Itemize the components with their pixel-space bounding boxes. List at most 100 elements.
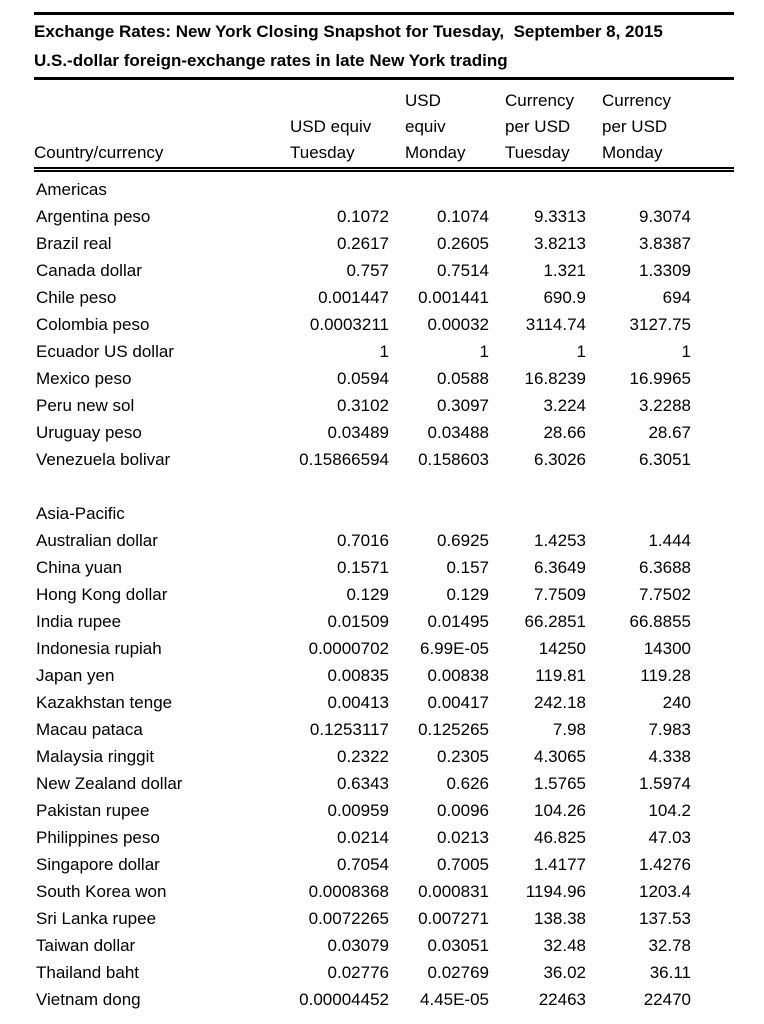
rate-cell-per-usd-tuesday: 14250 [538,639,586,658]
rate-cell-usd-equiv-tuesday: 0.2617 [337,234,389,253]
table-row: Kazakhstan tenge 0.00413 0.00417 242.18 240 [34,689,734,716]
currency-name-cell: Philippines peso [36,828,160,847]
rate-cell-per-usd-monday: 3.8387 [639,234,691,253]
table-row: Thailand baht 0.02776 0.02769 36.02 36.11 [34,959,734,986]
table-row: Venezuela bolivar 0.15866594 0.158603 6.302… [34,446,734,473]
section-row: Americas [34,170,734,204]
currency-name-cell: Sri Lanka rupee [36,909,157,928]
rate-cell-per-usd-tuesday: 28.66 [543,423,586,442]
rate-cell-per-usd-tuesday: 7.98 [552,720,586,739]
rate-cell-per-usd-monday: 28.67 [648,423,691,442]
rate-cell-per-usd-monday: 1.4276 [639,855,691,874]
rate-cell-usd-equiv-monday: 0.0588 [437,369,489,388]
rate-cell-per-usd-tuesday: 7.7509 [534,585,586,604]
column-header-line: Monday [405,143,466,162]
rate-cell-usd-equiv-monday: 6.99E-05 [420,639,489,658]
currency-name-cell: Singapore dollar [36,855,160,874]
rate-cell-usd-equiv-monday: 0.00417 [427,693,489,712]
rate-cell-usd-equiv-tuesday: 0.0003211 [309,315,389,334]
rate-cell-per-usd-tuesday: 242.18 [534,693,586,712]
table-row: South Korea won 0.0008368 0.000831 1194.96 1… [34,878,734,905]
rate-cell-usd-equiv-tuesday: 0.15866594 [299,450,389,469]
page-title: Exchange Rates: New York Closing Snapsho… [34,22,663,41]
rate-cell-per-usd-tuesday: 16.8239 [524,369,586,388]
rate-cell-usd-equiv-tuesday: 0.001447 [318,288,389,307]
rate-cell-per-usd-monday: 66.8855 [629,612,691,631]
currency-name-cell: Hong Kong dollar [36,585,168,604]
rate-cell-per-usd-tuesday: 6.3649 [534,558,586,577]
rate-cell-usd-equiv-monday: 0.1074 [437,207,489,226]
table-header-row: Country/currency USD equiv Tuesday USD equiv… [34,80,734,172]
rate-cell-per-usd-tuesday: 3.8213 [534,234,586,253]
currency-name-cell: Kazakhstan tenge [36,693,173,712]
rate-cell-per-usd-tuesday: 1.4253 [534,531,586,550]
rate-cell-per-usd-monday: 36.11 [649,963,691,982]
table-row: Ecuador US dollar 1 1 1 1 [34,338,734,365]
rate-cell-per-usd-monday: 1203.4 [639,882,691,901]
table-row: Singapore dollar 0.7054 0.7005 1.4177 1.4276 [34,851,734,878]
currency-name-cell: Malaysia ringgit [36,747,155,766]
rate-cell-per-usd-tuesday: 4.3065 [534,747,586,766]
rate-cell-per-usd-tuesday: 9.3313 [534,207,586,226]
currency-name-cell: Ecuador US dollar [36,342,174,361]
rate-cell-per-usd-monday: 7.7502 [639,585,691,604]
rate-cell-per-usd-tuesday: 66.2851 [524,612,586,631]
rate-cell-per-usd-tuesday: 6.3026 [534,450,586,469]
column-header-line: Tuesday [505,143,570,162]
rate-cell-per-usd-monday: 9.3074 [639,207,691,226]
currency-name-cell: Brazil real [36,234,112,253]
rate-cell-usd-equiv-tuesday: 0.00835 [327,666,389,685]
table-header: Country/currency USD equiv Tuesday USD equiv… [34,80,734,172]
section-title: Americas [36,180,107,199]
currency-name-cell: Thailand baht [36,963,140,982]
currency-name-cell: New Zealand dollar [36,774,183,793]
rate-cell-usd-equiv-tuesday: 0.3102 [337,396,389,415]
rate-cell-usd-equiv-monday: 0.001441 [418,288,489,307]
table-row: Colombia peso 0.0003211 0.00032 3114.74 3127… [34,311,734,338]
table-row: India rupee 0.01509 0.01495 66.2851 66.8855 [34,608,734,635]
currency-name-cell: Chile peso [36,288,117,307]
rate-cell-per-usd-tuesday: 104.26 [534,801,586,820]
currency-name-cell: Vietnam dong [36,990,141,1009]
column-header-line: USD equiv [290,117,372,136]
rate-cell-usd-equiv-tuesday: 0.2322 [337,747,389,766]
rate-cell-usd-equiv-monday: 0.3097 [437,396,489,415]
column-header-usd-equiv-tuesday: USD equiv Tuesday [274,80,389,172]
rate-cell-usd-equiv-tuesday: 0.1571 [337,558,389,577]
rate-cell-per-usd-tuesday: 32.48 [543,936,586,955]
rate-cell-usd-equiv-monday: 0.6925 [437,531,489,550]
page-subtitle: U.S.-dollar foreign-exchange rates in la… [34,51,508,70]
rate-cell-per-usd-monday: 4.338 [648,747,691,766]
rate-cell-usd-equiv-monday: 0.02769 [427,963,489,982]
rate-cell-usd-equiv-tuesday: 0.129 [346,585,389,604]
rate-cell-per-usd-monday: 47.03 [648,828,691,847]
rate-cell-usd-equiv-monday: 1 [479,342,489,361]
rate-cell-per-usd-tuesday: 1194.96 [525,882,586,901]
currency-name-cell: Canada dollar [36,261,142,280]
exchange-rates-table: Country/currency USD equiv Tuesday USD equiv… [34,80,734,1013]
column-header-line: equiv [405,117,446,136]
section-row: Asia-Pacific [34,500,734,527]
rate-cell-per-usd-monday: 1 [681,342,691,361]
rate-cell-per-usd-tuesday: 46.825 [534,828,586,847]
table-row: Canada dollar 0.757 0.7514 1.321 1.3309 [34,257,734,284]
table-row: Indonesia rupiah 0.0000702 6.99E-05 14250 14… [34,635,734,662]
table-row: Uruguay peso 0.03489 0.03488 28.66 28.67 [34,419,734,446]
rate-cell-usd-equiv-monday: 0.7005 [437,855,489,874]
rate-cell-per-usd-monday: 3127.75 [629,315,691,334]
rate-cell-usd-equiv-tuesday: 0.02776 [327,963,389,982]
spacer-cell [34,473,734,500]
currency-name-cell: Taiwan dollar [36,936,136,955]
rate-cell-per-usd-monday: 3.2288 [639,396,691,415]
table-row: Mexico peso 0.0594 0.0588 16.8239 16.9965 [34,365,734,392]
rate-cell-usd-equiv-monday: 0.157 [446,558,489,577]
rate-cell-per-usd-tuesday: 1 [576,342,586,361]
table-row: Japan yen 0.00835 0.00838 119.81 119.28 [34,662,734,689]
top-rule [34,12,734,15]
column-header-line: USD [405,91,441,110]
subtitle-rule [34,77,734,80]
rate-cell-usd-equiv-tuesday: 0.01509 [327,612,389,631]
table-row: Hong Kong dollar 0.129 0.129 7.7509 7.7502 [34,581,734,608]
rate-cell-usd-equiv-tuesday: 0.03489 [327,423,389,442]
rate-cell-usd-equiv-monday: 0.2605 [437,234,489,253]
